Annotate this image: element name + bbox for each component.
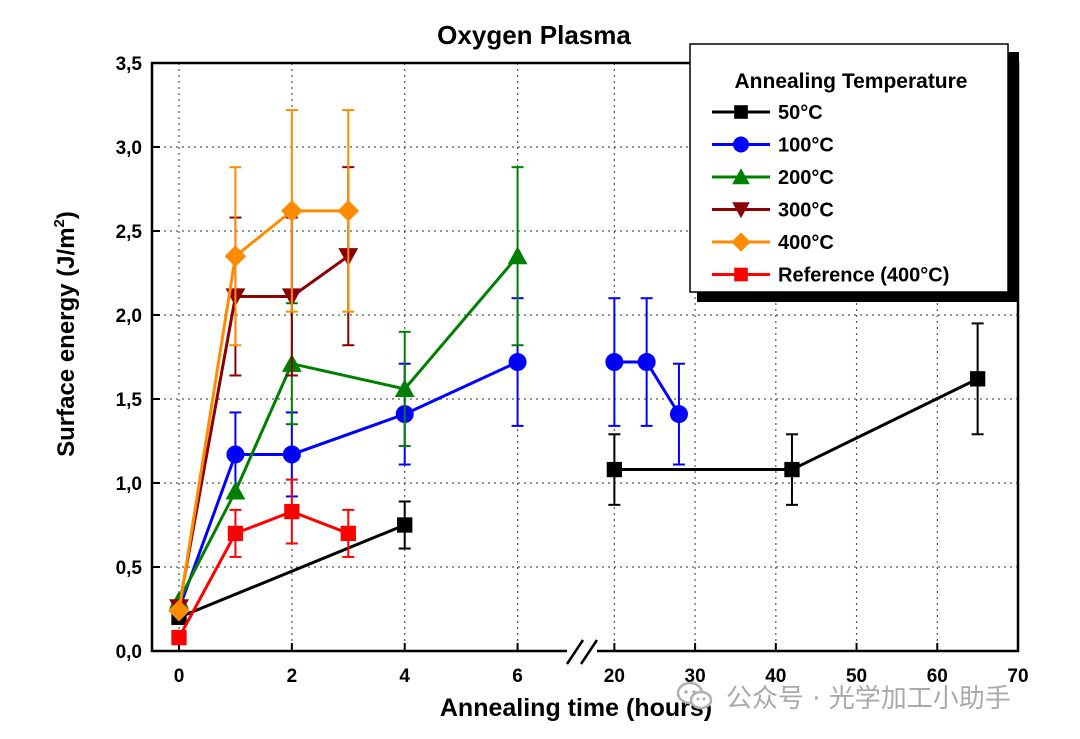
legend-marker bbox=[733, 136, 749, 153]
legend-marker bbox=[734, 267, 748, 282]
data-point bbox=[224, 245, 247, 267]
axis-break bbox=[565, 639, 599, 665]
data-point bbox=[340, 525, 356, 542]
x-axis-label: Annealing time (hours) bbox=[440, 694, 712, 722]
data-point bbox=[507, 246, 528, 265]
x-tick-label: 6 bbox=[512, 666, 523, 687]
data-point bbox=[397, 517, 413, 533]
legend-item-1: 100°C bbox=[712, 135, 834, 157]
x-tick-label: 70 bbox=[1007, 666, 1028, 687]
legend-item-2: 200°C bbox=[712, 167, 834, 189]
y-axis-label: Surface energy (J/m2) bbox=[51, 211, 80, 457]
data-point bbox=[606, 461, 623, 478]
series-line bbox=[177, 360, 519, 610]
x-tick-label: 0 bbox=[174, 666, 185, 687]
y-tick-label: 0,0 bbox=[116, 642, 142, 663]
y-tick-label: 0,5 bbox=[116, 558, 143, 579]
data-point bbox=[969, 371, 986, 387]
data-point bbox=[227, 525, 244, 542]
legend-label: 100°C bbox=[778, 135, 834, 157]
series-line bbox=[177, 254, 350, 608]
legend-item-4: 400°C bbox=[712, 232, 834, 254]
chart-title: Oxygen Plasma bbox=[437, 20, 631, 50]
y-tick-label: 1,5 bbox=[116, 390, 143, 411]
legend-title: Annealing Temperature bbox=[735, 70, 968, 93]
legend-marker bbox=[734, 105, 748, 119]
series-4 bbox=[168, 109, 360, 622]
legend-label: 200°C bbox=[778, 167, 834, 189]
data-point bbox=[605, 353, 624, 372]
watermark-text: 公众号 · 光学加工小助手 bbox=[726, 683, 1011, 714]
x-tick-label: 40 bbox=[765, 666, 786, 687]
data-point bbox=[784, 461, 800, 478]
legend-marker bbox=[731, 232, 751, 252]
series-5 bbox=[171, 478, 356, 646]
series-1 bbox=[170, 297, 688, 618]
x-tick-label: 30 bbox=[685, 666, 706, 687]
legend-marker bbox=[732, 202, 750, 219]
data-point bbox=[225, 481, 246, 500]
legend-item-5: Reference (400°C) bbox=[712, 265, 949, 287]
data-point bbox=[168, 599, 190, 622]
y-tick-label: 2,0 bbox=[116, 306, 142, 327]
data-point bbox=[282, 445, 301, 464]
wechat-icon bbox=[676, 681, 713, 710]
y-axis-label-text: Surface energy (J/m bbox=[53, 227, 80, 456]
data-point bbox=[337, 200, 360, 222]
data-point bbox=[394, 379, 415, 398]
y-axis-label-close: ) bbox=[53, 211, 80, 219]
y-tick-label: 2,5 bbox=[116, 222, 143, 243]
x-tick-label: 20 bbox=[604, 666, 625, 687]
data-point bbox=[637, 353, 656, 372]
data-point bbox=[284, 503, 300, 520]
x-tick-label: 2 bbox=[287, 666, 298, 687]
y-tick-label: 1,0 bbox=[116, 474, 142, 495]
y-axis-label-sup: 2 bbox=[51, 219, 68, 227]
x-tick-label: 50 bbox=[846, 666, 867, 687]
y-tick-label: 3,0 bbox=[116, 138, 142, 159]
series-line bbox=[178, 523, 406, 619]
watermark: 公众号 · 光学加工小助手 bbox=[676, 676, 1066, 716]
series-line bbox=[177, 209, 349, 611]
series-line bbox=[177, 509, 349, 639]
y-tick-label: 3,5 bbox=[116, 54, 143, 75]
legend-item-3: 300°C bbox=[712, 200, 834, 222]
x-tick-label: 60 bbox=[927, 666, 948, 687]
series-layer bbox=[168, 109, 986, 646]
data-point bbox=[226, 445, 245, 464]
data-point bbox=[669, 405, 688, 424]
legend: Annealing Temperature 50°C 100°C 200°C 300°… bbox=[689, 43, 1019, 302]
data-point bbox=[508, 353, 527, 372]
legend-marker bbox=[732, 168, 750, 185]
legend-label: Reference (400°C) bbox=[778, 265, 949, 287]
data-point bbox=[171, 629, 187, 646]
data-point bbox=[281, 200, 303, 222]
legend-label: 300°C bbox=[778, 200, 834, 222]
legend-label: 50°C bbox=[778, 102, 823, 124]
series-line bbox=[614, 377, 979, 472]
legend-label: 400°C bbox=[778, 232, 834, 254]
axes: 0 2 4 6 20 30 40 50 60 70 0,0 0,5 1,0 1,5 2,0 2,5 3,0 3,5 bbox=[116, 54, 1029, 687]
legend-items: 50°C 100°C 200°C 300°C 400°C Reference (400°C… bbox=[712, 102, 949, 287]
x-tick-label: 4 bbox=[399, 666, 410, 687]
legend-item-0: 50°C bbox=[712, 102, 823, 124]
